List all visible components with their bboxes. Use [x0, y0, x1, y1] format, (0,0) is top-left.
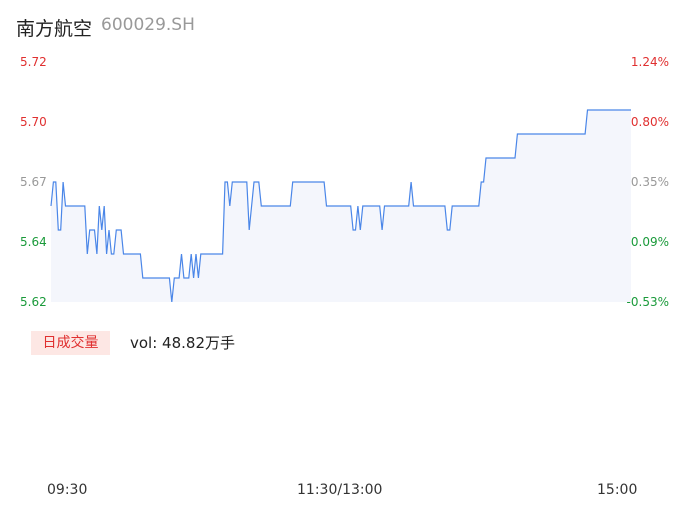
pct-tick-label: 1.24% — [630, 55, 669, 69]
price-tick-label: 5.72 — [20, 55, 47, 69]
pct-tick-label: 0.35% — [630, 175, 669, 189]
price-line — [50, 109, 631, 303]
price-tick-label: 5.67 — [20, 175, 47, 189]
volume-summary: vol: 48.82万手 — [130, 334, 235, 352]
time-label-midday: 11:30/13:00 — [297, 482, 383, 498]
stock-name: 南方航空 — [16, 18, 93, 40]
tab-daily-volume[interactable]: 日成交量 — [31, 331, 110, 355]
pct-tick-label: -0.53% — [626, 295, 669, 309]
time-label-close: 15:00 — [597, 482, 638, 498]
price-plot — [50, 109, 631, 303]
time-label-open: 09:30 — [47, 482, 88, 498]
price-tick-label: 5.62 — [20, 295, 47, 309]
stock-code: 600029.SH — [101, 15, 195, 35]
price-tick-label: 5.70 — [20, 115, 47, 129]
pct-tick-label: -0.09% — [626, 235, 669, 249]
pct-tick-label: 0.80% — [630, 115, 669, 129]
price-tick-label: 5.64 — [20, 235, 47, 249]
